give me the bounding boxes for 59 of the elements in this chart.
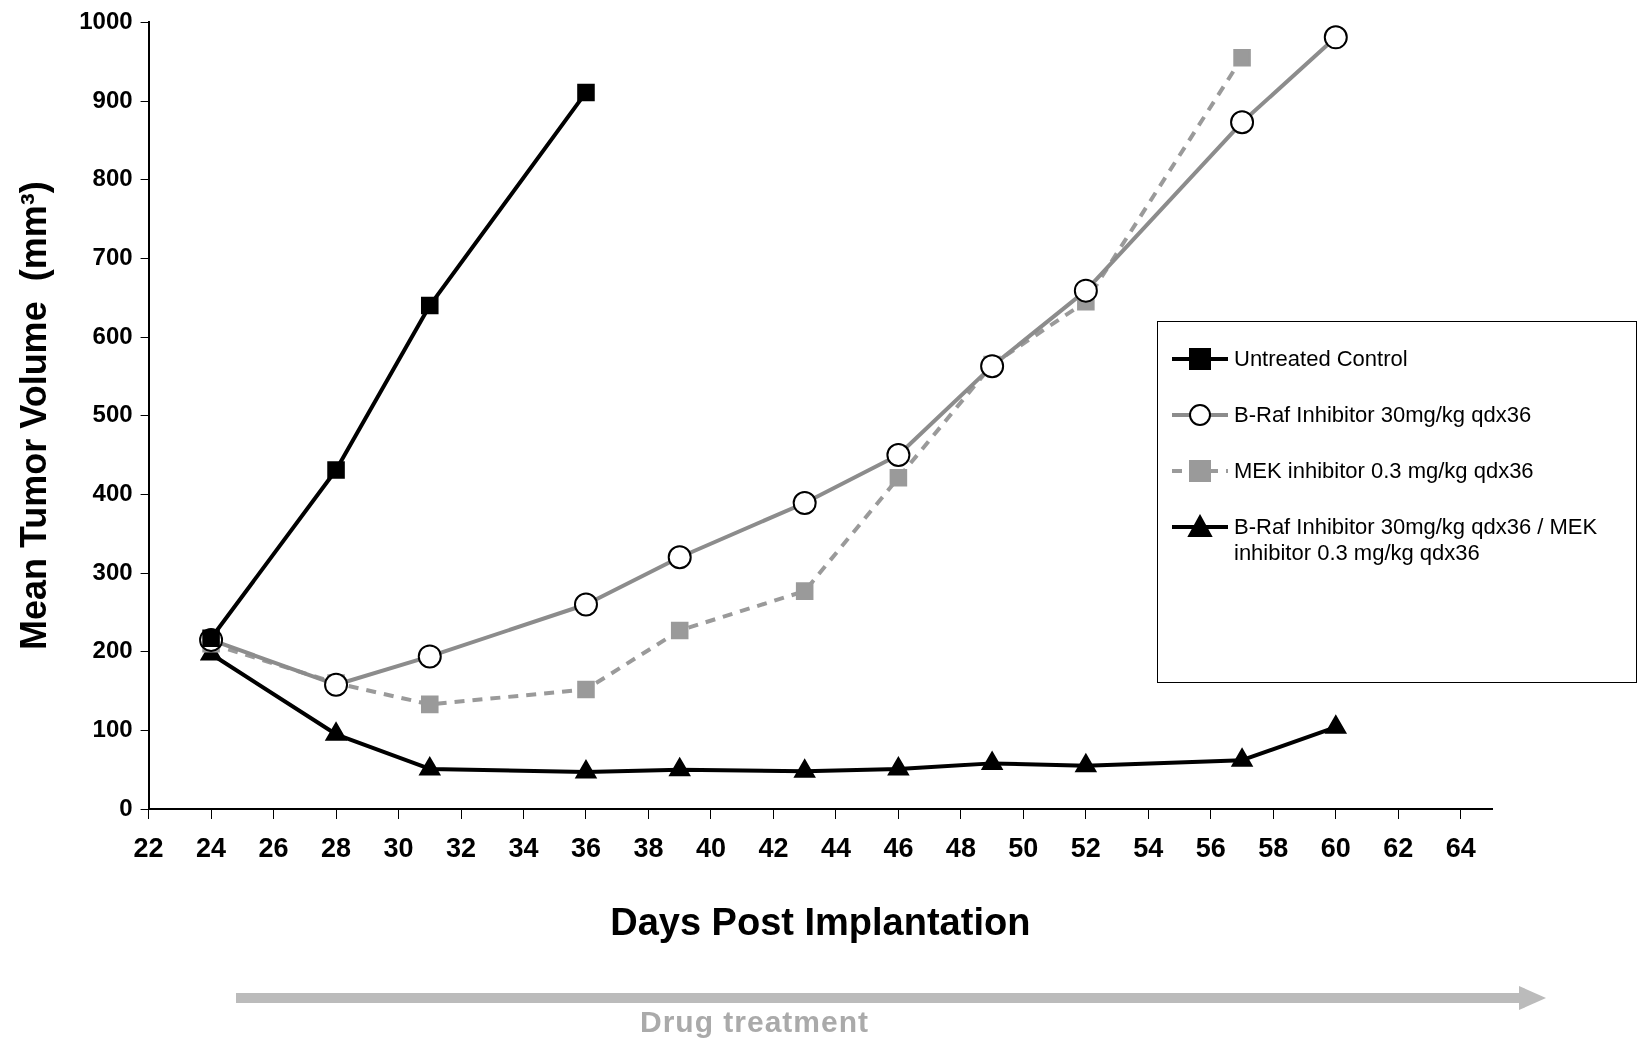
y-tick-label: 400 — [92, 478, 133, 506]
y-axis-title: Mean Tumor Volume (mm³) — [12, 181, 54, 651]
point — [327, 461, 345, 479]
legend-label: B-Raf Inhibitor 30mg/kg qdx36 / MEK inhibitor 0.3 mg/kg qdx36 — [1234, 514, 1599, 566]
x-tick-label: 58 — [1258, 832, 1289, 863]
x-tick-label: 64 — [1445, 832, 1476, 863]
point — [795, 582, 814, 600]
point — [1231, 748, 1253, 767]
x-tick-label: 24 — [196, 832, 227, 863]
x-axis-title: Days Post Implantation — [610, 900, 1031, 943]
y-tick-label: 700 — [92, 243, 133, 271]
x-tick-label: 56 — [1195, 832, 1226, 863]
point — [1233, 49, 1251, 67]
point — [419, 756, 441, 776]
point — [325, 722, 347, 741]
x-tick-label: 48 — [945, 832, 976, 863]
point — [794, 759, 816, 778]
x-tick-label: 28 — [321, 832, 352, 863]
x-tick-label: 60 — [1320, 832, 1351, 863]
y-tick-label: 100 — [92, 714, 133, 742]
x-tick-label: 62 — [1383, 832, 1414, 863]
x-tick-label: 26 — [258, 832, 289, 863]
x-tick-label: 22 — [133, 832, 164, 863]
point — [575, 760, 597, 779]
point — [670, 621, 689, 640]
point — [577, 680, 595, 699]
legend-label: MEK inhibitor 0.3 mg/kg qdx36 — [1234, 458, 1534, 484]
x-tick-label: 38 — [633, 832, 664, 863]
point — [889, 469, 908, 487]
x-tick-label: 40 — [695, 832, 726, 863]
point — [577, 83, 595, 102]
x-tick-label: 42 — [758, 832, 789, 863]
legend-label: B-Raf Inhibitor 30mg/kg qdx36 — [1234, 402, 1532, 428]
point — [420, 296, 439, 315]
x-tick-label: 36 — [570, 832, 601, 863]
x-tick-label: 46 — [883, 832, 914, 863]
y-tick-label: 0 — [119, 793, 133, 821]
y-tick-label: 600 — [92, 321, 133, 349]
point — [1325, 715, 1347, 734]
text: Drug treatment — [640, 1005, 870, 1039]
x-tick-label: 54 — [1133, 832, 1164, 863]
y-tick-label: 300 — [92, 557, 133, 585]
point — [981, 751, 1003, 770]
point — [669, 757, 691, 777]
y-tick-label: 1000 — [79, 7, 133, 35]
legend-label: Untreated Control — [1234, 346, 1408, 372]
x-tick-label: 44 — [820, 832, 851, 863]
point — [887, 756, 909, 776]
point — [420, 695, 439, 714]
x-tick-label: 50 — [1008, 832, 1039, 863]
y-tick-label: 800 — [92, 164, 133, 192]
y-tick-label: 900 — [92, 85, 133, 113]
x-tick-label: 30 — [383, 832, 414, 863]
x-tick-label: 52 — [1070, 832, 1101, 863]
point — [1075, 753, 1097, 773]
x-tick-label: 32 — [445, 832, 477, 863]
y-tick-label: 200 — [92, 636, 133, 664]
y-tick-label: 500 — [92, 400, 133, 428]
x-tick-label: 34 — [508, 832, 539, 863]
